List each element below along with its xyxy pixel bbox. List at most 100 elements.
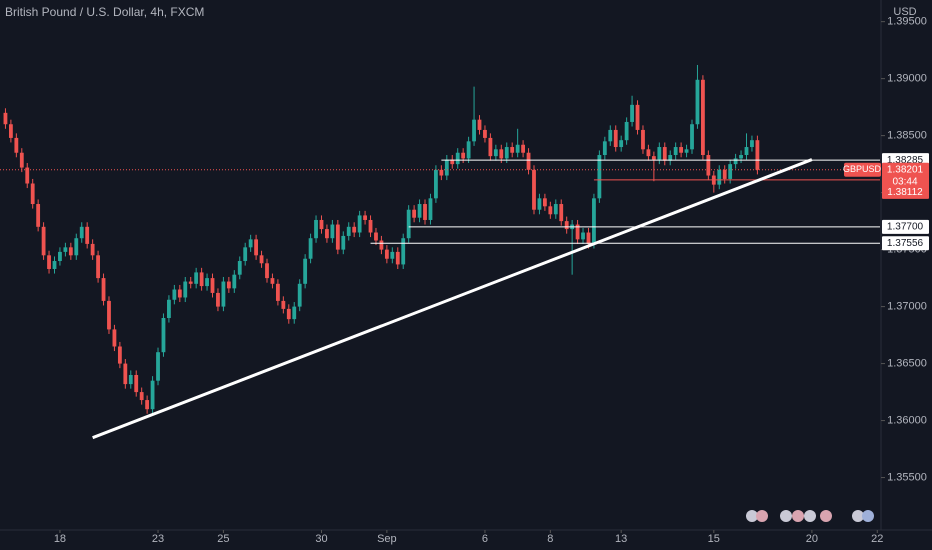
x-tick-label: 15 <box>708 533 720 545</box>
candle-body <box>744 147 749 156</box>
candle-body <box>25 167 30 184</box>
candle-body <box>330 224 335 239</box>
candle-body <box>85 226 90 244</box>
candle-body <box>488 137 493 157</box>
candle-body <box>472 119 476 142</box>
candle-body <box>635 104 640 130</box>
candle-body <box>412 209 417 218</box>
candle-body <box>150 380 155 410</box>
candle-body <box>161 318 166 353</box>
countdown-label: 03:44 <box>892 176 917 187</box>
candle-body <box>96 255 100 279</box>
candle-body <box>308 238 313 259</box>
candle-body <box>248 239 253 248</box>
candle-body <box>504 147 509 159</box>
candle-body <box>613 129 618 148</box>
candle-body <box>477 119 482 130</box>
candle-body <box>134 374 139 393</box>
candle-body <box>608 129 613 142</box>
chart-title: British Pound / U.S. Dollar, 4h, FXCM <box>5 5 204 19</box>
event-icon <box>852 510 864 522</box>
candle-body <box>657 147 662 160</box>
candle-body <box>101 278 106 301</box>
event-icon <box>780 510 792 522</box>
candle-body <box>52 261 57 269</box>
candle-body <box>439 169 444 176</box>
candle-body <box>254 239 259 256</box>
candle-body <box>662 147 667 161</box>
event-icon <box>792 510 804 522</box>
candle-body <box>292 306 297 320</box>
x-tick-label: 8 <box>547 533 553 545</box>
x-tick-label: 23 <box>152 533 164 545</box>
x-tick-label: Sep <box>377 533 397 545</box>
candle-body <box>243 247 248 262</box>
candle-body <box>673 147 678 156</box>
candle-body <box>733 158 738 165</box>
candle-body <box>19 152 24 168</box>
candle-body <box>466 141 471 159</box>
candle-body <box>390 251 395 259</box>
last-price-label: 1.38201 <box>887 164 924 175</box>
candle-body <box>379 240 384 250</box>
candle-body <box>281 300 286 309</box>
x-tick-label: 20 <box>806 533 818 545</box>
candle-body <box>395 251 400 265</box>
candle-body <box>592 198 596 244</box>
candle-body <box>722 169 727 179</box>
candle-body <box>199 272 204 287</box>
level-label-box <box>882 236 929 251</box>
candle-body <box>63 247 68 252</box>
candle-body <box>575 224 580 240</box>
candle-body <box>128 374 133 385</box>
candle-body <box>265 263 269 279</box>
candle-body <box>270 278 275 284</box>
candle-body <box>444 159 449 176</box>
x-tick-label: 25 <box>217 533 229 545</box>
candle-body <box>384 249 389 259</box>
candle-body <box>156 352 160 381</box>
candle-body <box>483 129 487 138</box>
candle-body <box>58 251 62 262</box>
y-tick-label: 1.35500 <box>887 471 927 483</box>
candle-body <box>597 155 602 199</box>
candle-body <box>107 300 111 330</box>
level-label-box <box>882 219 929 234</box>
candle-body <box>739 155 743 159</box>
candle-body <box>521 144 526 153</box>
candle-body <box>461 152 466 159</box>
candle-body <box>117 346 122 364</box>
level-label: 1.38285 <box>887 155 924 166</box>
candle-body <box>450 159 455 165</box>
event-icon <box>756 510 768 522</box>
currency-label: USD <box>893 6 916 18</box>
candle-body <box>401 238 406 265</box>
candle-body <box>434 169 438 199</box>
alert-label: 1.38112 <box>887 187 923 198</box>
candle-body <box>542 198 547 207</box>
candle-body <box>314 219 318 239</box>
candle-body <box>493 149 498 157</box>
candle-body <box>346 226 351 236</box>
candle-body <box>14 137 19 153</box>
event-icon <box>862 510 874 522</box>
candle-body <box>139 392 144 401</box>
candle-body <box>423 204 427 220</box>
x-tick-label: 18 <box>54 533 66 545</box>
y-tick-label: 1.36500 <box>887 357 927 369</box>
level-label: 1.37700 <box>887 221 924 232</box>
candle-body <box>352 226 357 233</box>
candle-body <box>145 400 150 410</box>
candle-body <box>537 198 542 210</box>
candle-body <box>630 104 634 122</box>
candle-body <box>368 219 373 233</box>
candle-body <box>564 221 569 230</box>
candle-body <box>205 278 209 287</box>
y-tick-label: 1.39000 <box>887 73 927 85</box>
candle-body <box>750 140 754 148</box>
candle-body <box>357 215 362 233</box>
candle-body <box>172 289 177 300</box>
candle-body <box>188 281 193 284</box>
candle-body <box>553 204 558 215</box>
